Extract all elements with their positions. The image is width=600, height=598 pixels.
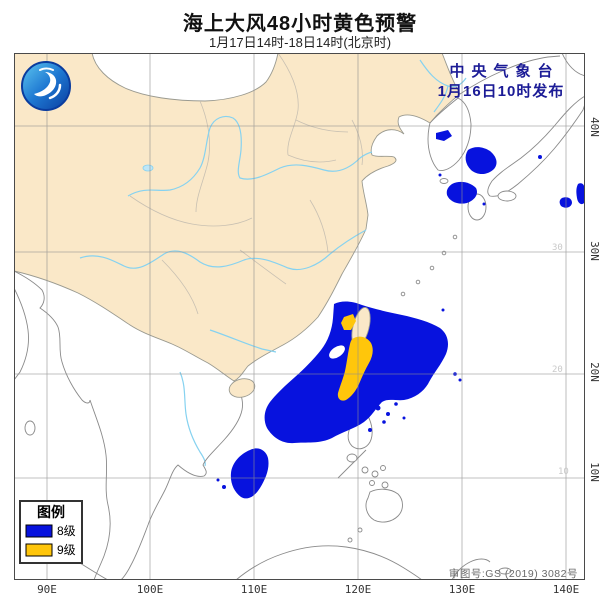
strait-gap (329, 345, 345, 359)
warning8-south-china-sea-central (230, 448, 269, 499)
hainan-island (228, 378, 256, 398)
china-mainland-landmass (14, 53, 461, 382)
jeju-island (439, 178, 449, 184)
warning8-east-of-japan (576, 183, 585, 205)
issuer-agency: 中央气象台 (449, 63, 560, 80)
warning9-taiwan-strait-north (341, 314, 356, 330)
mindoro (346, 453, 358, 463)
honshu-japan (487, 95, 585, 197)
sulawesi-coast (451, 558, 491, 580)
india-east-coast (14, 287, 29, 381)
map-approval-number: 审图号:GS (2019) 3082号 (448, 568, 578, 580)
legend-title: 图例 (37, 504, 65, 520)
map-canvas: 30 20 10 (14, 53, 585, 580)
map-legend: 图例 8级 9级 (19, 500, 83, 564)
kyushu-japan (467, 193, 487, 221)
warning9-taiwan-strait-south-bashi (337, 336, 373, 401)
china-islands (228, 378, 256, 398)
x-tick-120e: 120E (345, 583, 372, 596)
level9-swatch (25, 543, 53, 557)
y-tick-40n: 40N (588, 117, 600, 137)
warning-areas-level9 (337, 314, 373, 401)
mekong-river (179, 371, 206, 467)
northeast-corner-coast (561, 53, 585, 77)
rivers (79, 59, 467, 467)
x-tick-110e: 110E (241, 583, 268, 596)
inner-lat-30: 30 (552, 243, 563, 253)
issuer-block: 中央气象台 1月16日10时发布 (416, 62, 586, 103)
indochina-coast (120, 380, 243, 580)
yellow-river (127, 115, 373, 197)
inner-lat-10: 10 (558, 467, 569, 477)
graticule (14, 53, 585, 580)
sri-lanka (24, 420, 36, 436)
qinghai-lake (142, 164, 154, 172)
warning-map: 30 20 10 90E 100E 110E 120E 130E 140E 40… (14, 53, 600, 596)
legend-label-level9: 9级 (57, 543, 76, 558)
mindanao-philippines (365, 488, 403, 523)
shikoku-japan (497, 190, 517, 202)
province-borders (129, 53, 363, 315)
issuer-time: 1月16日10时发布 (437, 83, 565, 101)
yangtze-river (79, 229, 367, 271)
legend-label-level8: 8级 (57, 524, 76, 539)
borneo-coast (235, 545, 423, 580)
legend-item-level9: 9级 (21, 539, 81, 558)
palawan (337, 449, 367, 479)
y-tick-20n: 20N (588, 362, 600, 382)
level8-swatch (25, 524, 53, 538)
page-title: 海上大风48小时黄色预警 (182, 13, 418, 35)
inner-lat-20: 20 (552, 365, 563, 375)
y-tick-10n: 10N (588, 462, 600, 482)
x-tick-130e: 130E (449, 583, 476, 596)
india-bangladesh-coast (14, 270, 91, 404)
x-tick-140e: 140E (553, 583, 580, 596)
x-tick-90e: 90E (37, 583, 57, 596)
y-tick-30n: 30N (588, 241, 600, 261)
x-tick-100e: 100E (137, 583, 164, 596)
pearl-river (209, 329, 277, 353)
warning8-sea-of-japan (465, 147, 497, 175)
valid-period-subtitle: 1月17日14时-18日14时(北京时) (208, 35, 392, 50)
russia-coast (459, 55, 561, 95)
map-border (14, 53, 585, 580)
cma-dragon-logo (21, 61, 71, 111)
legend-item-level8: 8级 (21, 520, 81, 539)
malay-west-coast (89, 399, 111, 580)
warning8-korea-bay (436, 130, 452, 141)
